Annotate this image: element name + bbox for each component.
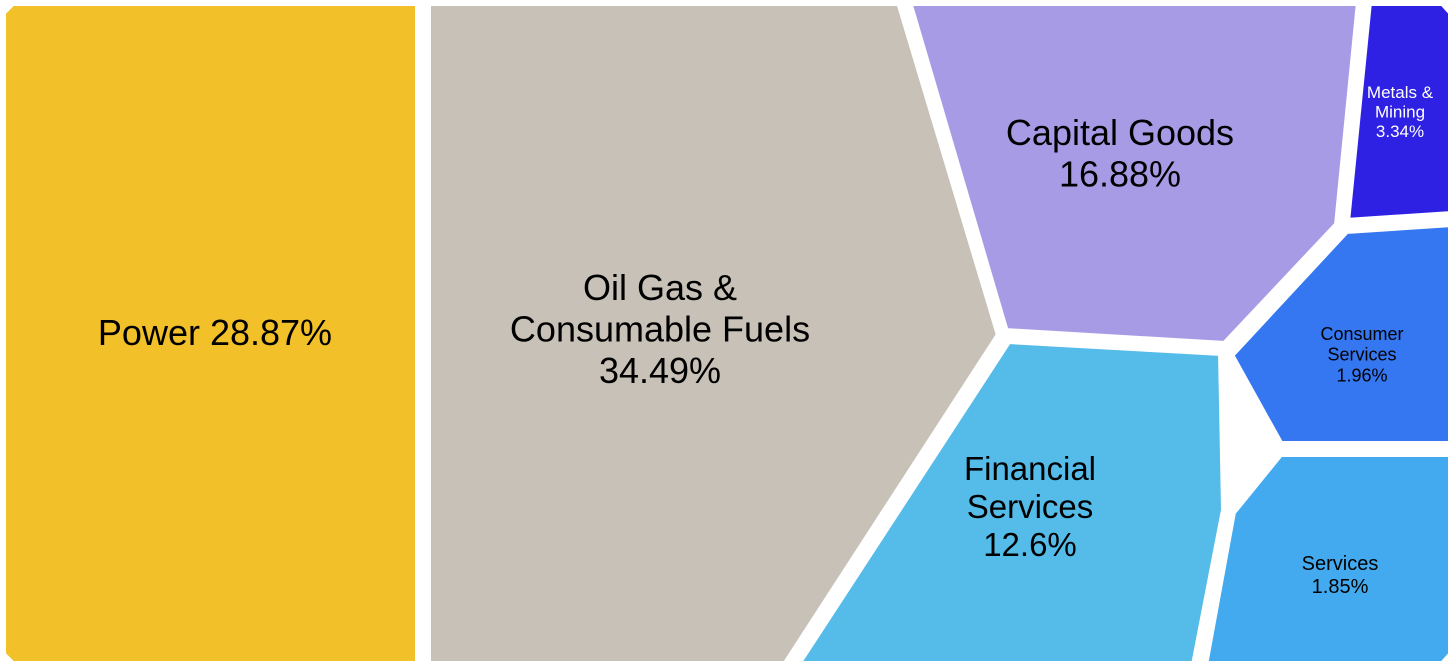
cell-label-financial-services: FinancialServices12.6% [964,450,1096,563]
cell-label-line: 1.96% [1336,365,1387,385]
cell-label-line: 12.6% [983,526,1077,563]
cell-label-line: Services [1327,345,1396,365]
cell-label-metals-mining: Metals &Mining3.34% [1367,83,1434,141]
cell-label-line: Power 28.87% [98,312,332,353]
cell-label-line: Metals & [1367,83,1434,102]
cell-label-line: Financial [964,450,1096,487]
cell-label-line: 16.88% [1059,153,1181,194]
cell-label-line: Oil Gas & [583,267,737,308]
cell-label-line: Mining [1375,103,1425,122]
cell-label-power: Power 28.87% [98,312,332,353]
cell-label-line: Consumable Fuels [510,308,810,349]
cell-label-line: Services [967,488,1094,525]
cell-label-line: Consumer [1320,324,1403,344]
cell-label-services: Services1.85% [1302,553,1379,598]
cell-label-line: 3.34% [1376,122,1424,141]
cell-label-line: Capital Goods [1006,112,1234,153]
cell-label-line: 1.85% [1312,576,1369,598]
voronoi-treemap: Power 28.87% Oil Gas &Consumable Fuels34.… [0,0,1454,669]
cell-label-line: 34.49% [599,350,721,391]
cell-label-line: Services [1302,553,1379,575]
